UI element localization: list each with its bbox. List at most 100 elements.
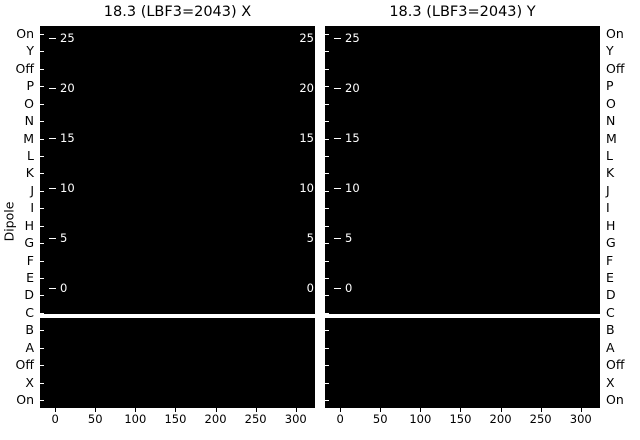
category-tick-x-9 <box>40 190 44 192</box>
category-tick-y-13 <box>325 260 329 262</box>
category-label-right-13: F <box>606 252 614 268</box>
x-tick-label-1-4: 200 <box>489 412 512 426</box>
category-label-right-3: P <box>606 78 614 94</box>
inner-tick-label-0-left-2: 15 <box>60 131 75 145</box>
category-tick-y-15 <box>325 295 329 297</box>
left-category-axis: Dipole On Y Off P O N M L K J I H G F E D C B A Off X On <box>0 26 38 408</box>
category-tick-y-3 <box>325 86 329 88</box>
category-label-right-11: H <box>606 217 616 233</box>
category-tick-x-18 <box>40 347 44 349</box>
category-tick-x-10 <box>40 208 44 210</box>
x-tick-mark-0-5 <box>255 408 257 412</box>
category-tick-x-17 <box>40 330 44 332</box>
category-tick-y-6 <box>325 138 329 140</box>
x-tick-mark-1-6 <box>580 408 582 412</box>
inner-tick-dash-0-1 <box>49 88 56 89</box>
category-label-left-10: I <box>30 200 34 216</box>
x-tick-label-0-0: 0 <box>51 412 59 426</box>
inner-tick-label-0-right-0: 25 <box>299 31 314 45</box>
category-tick-x-16 <box>40 312 44 314</box>
category-tick-x-0 <box>40 34 44 35</box>
inner-tick-dash-0-2 <box>49 138 56 139</box>
x-tick-label-1-3: 150 <box>449 412 472 426</box>
category-tick-y-11 <box>325 225 329 227</box>
inner-tick-label-1-left-2: 15 <box>345 131 360 145</box>
category-label-right-12: G <box>606 235 616 251</box>
inner-tick-dash-1-0 <box>334 38 341 39</box>
category-label-right-16: C <box>606 304 615 320</box>
x-axis-panel-y: 0 50 100 150 200 250 300 <box>325 408 600 438</box>
inner-tick-label-0-left-1: 20 <box>60 81 75 95</box>
inner-tick-label-1-left-3: 10 <box>345 181 360 195</box>
category-tick-x-1 <box>40 51 44 53</box>
category-tick-y-5 <box>325 121 329 123</box>
x-tick-mark-0-2 <box>135 408 137 412</box>
category-tick-y-14 <box>325 278 329 279</box>
category-label-left-15: D <box>24 287 34 303</box>
category-tick-y-10 <box>325 208 329 210</box>
category-label-left-9: J <box>30 182 34 198</box>
x-tick-label-0-5: 250 <box>244 412 267 426</box>
category-label-left-14: E <box>26 270 34 285</box>
inner-tick-labels-left-y: 25 20 15 10 5 0 <box>325 26 385 408</box>
x-tick-label-1-2: 100 <box>409 412 432 426</box>
x-tick-mark-0-1 <box>95 408 97 412</box>
category-tick-y-17 <box>325 330 329 332</box>
x-tick-mark-1-2 <box>420 408 422 412</box>
category-label-left-20: X <box>25 374 34 390</box>
inner-tick-dash-0-5 <box>49 288 56 289</box>
category-label-left-19: Off <box>15 357 34 373</box>
inner-tick-label-0-right-1: 20 <box>299 81 314 95</box>
x-tick-mark-0-6 <box>295 408 297 412</box>
category-label-right-18: A <box>606 339 615 355</box>
x-axis-panel-x: 0 50 100 150 200 250 300 <box>40 408 315 438</box>
category-label-right-10: I <box>606 200 610 216</box>
category-tick-y-18 <box>325 347 329 349</box>
category-label-right-19: Off <box>606 357 625 373</box>
x-tick-label-1-1: 50 <box>372 412 388 426</box>
x-tick-mark-1-4 <box>500 408 502 412</box>
category-label-left-7: L <box>27 148 34 163</box>
inner-tick-label-0-right-4: 5 <box>306 231 314 245</box>
panel-title-y: 18.3 (LBF3=2043) Y <box>389 4 536 20</box>
category-label-left-1: Y <box>26 43 34 59</box>
inner-tick-dash-1-5 <box>334 288 341 289</box>
category-tick-y-19 <box>325 365 329 367</box>
inner-tick-label-0-left-4: 5 <box>60 231 68 245</box>
category-label-left-18: A <box>25 339 34 355</box>
x-tick-mark-0-3 <box>175 408 177 412</box>
category-tick-y-9 <box>325 190 329 192</box>
inner-tick-label-0-right-2: 15 <box>299 131 314 145</box>
category-label-left-6: M <box>23 130 34 146</box>
category-tick-y-12 <box>325 243 329 245</box>
inner-tick-labels-right-x: 25 20 15 10 5 0 <box>291 26 315 408</box>
plot-panel-y[interactable]: 25 20 15 10 5 0 <box>325 26 600 408</box>
x-tick-mark-1-1 <box>380 408 382 412</box>
category-label-left-11: H <box>24 217 34 233</box>
category-tick-x-5 <box>40 121 44 123</box>
inner-tick-dash-0-0 <box>49 38 56 39</box>
category-label-right-2: Off <box>606 60 625 76</box>
inner-tick-dash-1-3 <box>334 188 341 189</box>
category-label-left-13: F <box>26 252 34 268</box>
x-tick-mark-0-0 <box>55 408 57 412</box>
x-tick-label-0-4: 200 <box>204 412 227 426</box>
panel-separator-line <box>40 314 315 318</box>
category-label-left-5: N <box>24 113 34 129</box>
x-tick-label-0-2: 100 <box>124 412 147 426</box>
category-label-left-12: G <box>24 235 34 251</box>
category-label-right-8: K <box>606 165 615 181</box>
category-label-left-16: C <box>25 304 34 320</box>
category-label-right-20: X <box>606 374 615 390</box>
category-tick-x-3 <box>40 86 44 88</box>
plot-panel-x[interactable]: 25 20 15 10 5 0 25 20 15 10 5 0 <box>40 26 315 408</box>
category-tick-y-20 <box>325 382 329 384</box>
category-tick-x-7 <box>40 156 44 157</box>
category-label-left-3: P <box>26 78 34 94</box>
x-tick-mark-1-5 <box>540 408 542 412</box>
category-label-right-14: E <box>606 270 614 285</box>
x-tick-label-0-3: 150 <box>164 412 187 426</box>
category-label-right-21: On <box>606 392 624 407</box>
category-label-right-15: D <box>606 287 616 303</box>
